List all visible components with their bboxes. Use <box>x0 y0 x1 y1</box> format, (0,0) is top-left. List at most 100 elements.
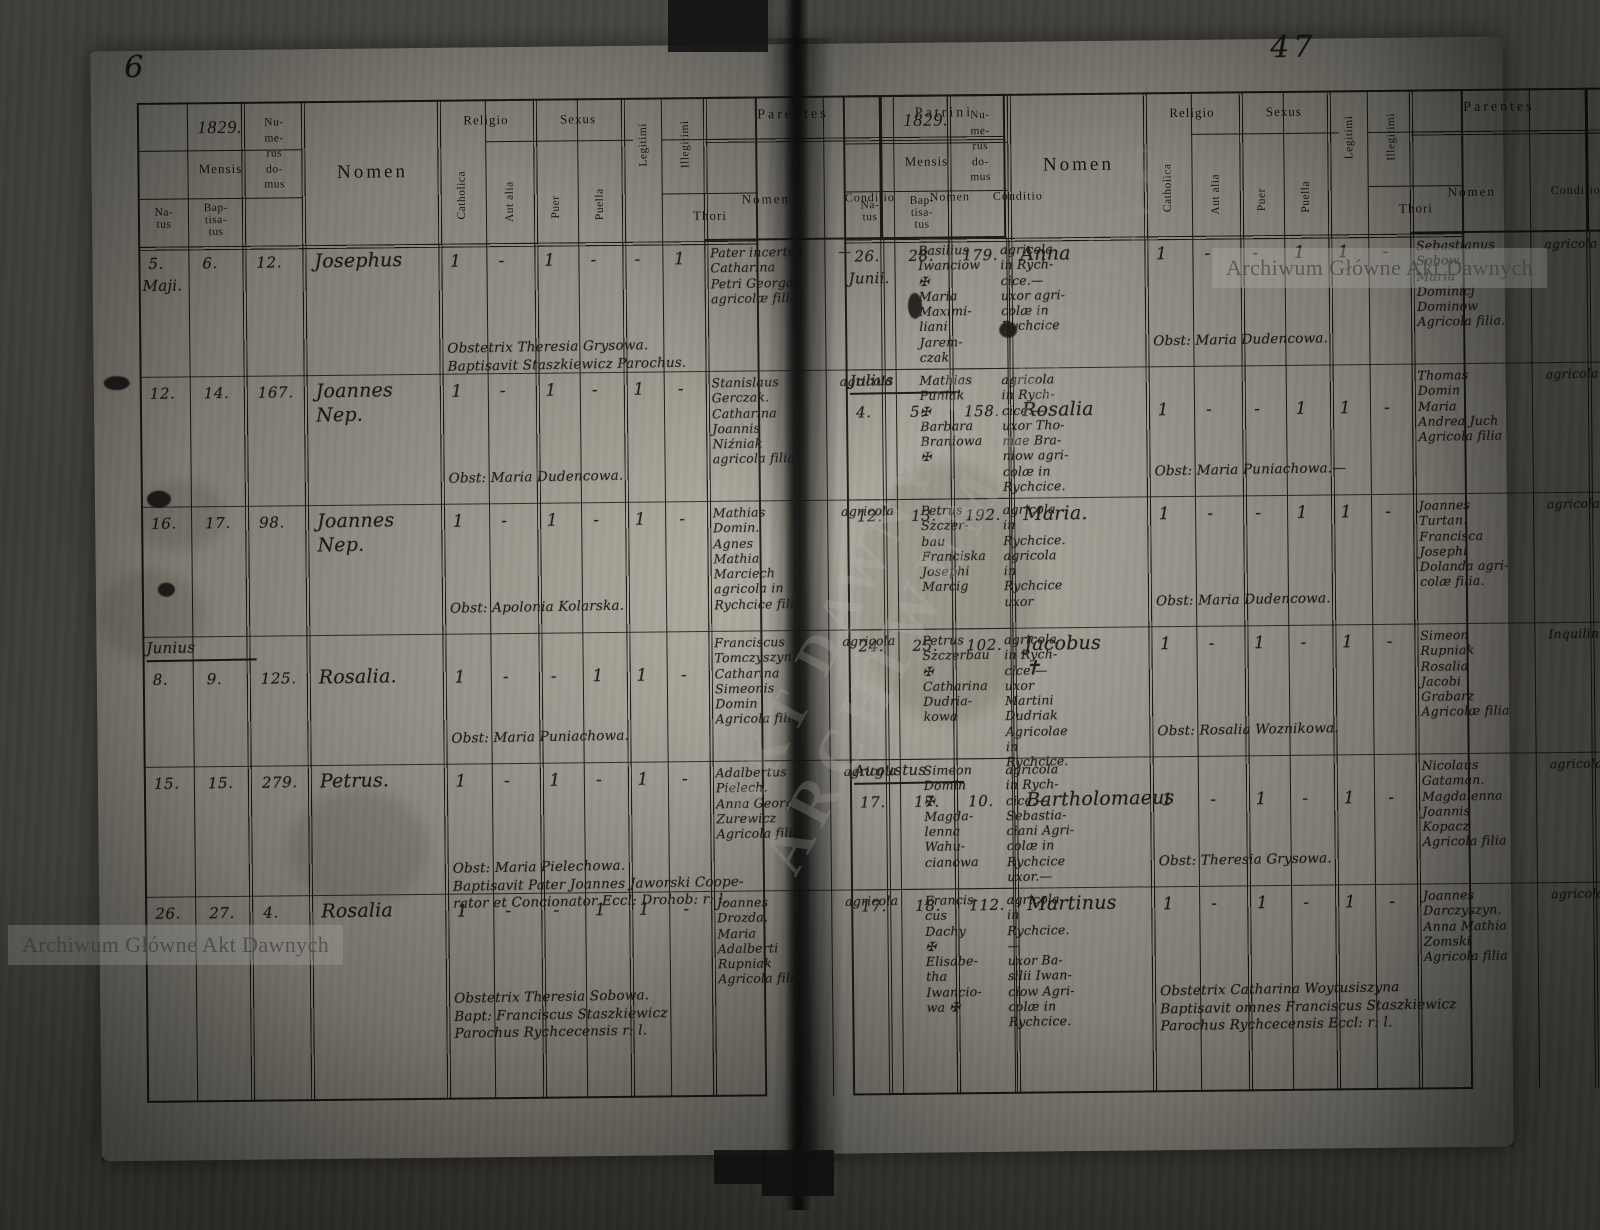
cell-nomen: Joannes Nep. <box>316 509 395 557</box>
cell-mark-3: - <box>1303 892 1310 913</box>
cell-parentes-nomen: Adalbertus Pielech. Anna Georgii Zurewic… <box>715 764 805 842</box>
cell-mark-0: 1 <box>1157 400 1169 421</box>
cell-mark-0: 1 <box>456 901 468 922</box>
cell-domus: 98. <box>259 513 285 532</box>
cell-mark-3: - <box>591 380 598 401</box>
cell-mark-4: 1 <box>1341 632 1354 653</box>
header-religio: Religio <box>1169 104 1215 121</box>
cell-mark-5: 1 <box>673 249 686 270</box>
header-sexus: Sexus <box>559 111 597 127</box>
cell-mark-0: 1 <box>1158 504 1170 525</box>
cell-mark-1: - <box>503 771 510 792</box>
cell-domus: 112. <box>969 895 1006 915</box>
cell-mark-2: - <box>553 900 560 921</box>
cell-baptisatus: 14. <box>203 383 230 403</box>
tape-mark-bottom <box>762 1150 834 1196</box>
cell-mark-0: 1 <box>1162 894 1174 915</box>
header-religio: Religio <box>463 112 509 128</box>
cell-domus: 158. <box>963 401 1001 421</box>
cell-domus: 279. <box>261 773 298 792</box>
cell-nomen: Jacobus ✝ <box>1024 631 1102 680</box>
cell-domus: 179. <box>962 245 999 265</box>
cell-natus: 8. <box>152 670 169 689</box>
header-parentes: Parentes <box>1463 99 1535 116</box>
cell-mark-1: - <box>1205 399 1213 420</box>
cell-nomen: Bartholomaeus <box>1025 786 1175 812</box>
header-nomen: Nomen <box>1042 153 1115 176</box>
cell-baptisatus: 17. <box>205 513 231 533</box>
cell-baptisavit: Baptisavit omnes Franciscus Staszkiewicz… <box>1160 996 1457 1035</box>
cell-mark-0: 1 <box>454 667 466 688</box>
cell-nomen: Josephus <box>314 248 403 273</box>
header-patrini: Patrini <box>914 105 974 121</box>
header-illegitimi: Illegitimi <box>678 120 692 169</box>
cell-parentes-nomen: Franciscus Tomczyszyn. Catharina Simeoni… <box>714 634 804 727</box>
cell-natus: 12. <box>856 507 883 526</box>
open-book-spread: 6 47 1829. Mensis <box>90 29 1600 1162</box>
cell-domus: 4. <box>263 903 279 922</box>
cell-mark-5: - <box>683 899 690 920</box>
header-baptisatus: Bap- tisa- tus <box>203 201 229 239</box>
cell-mark-5: - <box>680 665 687 686</box>
header-parentes-conditio: Conditio <box>1550 182 1600 198</box>
month-label: Junius <box>146 637 257 663</box>
header-aut-alia: Aut alia <box>503 181 517 223</box>
cell-parentes-nomen: Joannes Turtan. Francisca Josephi Doland… <box>1418 497 1509 590</box>
header-aut-alia: Aut alia <box>1209 174 1223 216</box>
header-natus: Na- tus <box>154 206 174 231</box>
cell-baptisatus: 5. <box>909 402 926 421</box>
cell-nomen: Rosalia <box>1021 397 1094 422</box>
cell-parentes-conditio: agricola <box>1545 365 1599 382</box>
cell-mark-4: - <box>634 249 641 270</box>
cell-mark-1: - <box>499 381 506 402</box>
cell-domus: 102. <box>966 635 1003 655</box>
cell-parentes-nomen: Simeon Rupniak Rosalia Jacobi Grabarz Ag… <box>1420 627 1510 720</box>
cell-natus: 16. <box>151 514 177 533</box>
cell-mark-3: 1 <box>592 666 604 687</box>
cell-natus: 26. <box>155 904 182 923</box>
cell-mark-1: - <box>498 251 505 272</box>
cell-baptisatus: 25. <box>912 636 939 655</box>
cell-natus: 4. <box>855 403 872 422</box>
cell-mark-3: - <box>593 510 600 531</box>
cell-mark-1: - <box>501 511 508 532</box>
cell-mark-2: 1 <box>543 250 556 271</box>
cell-nomen: Martinus <box>1027 891 1117 916</box>
cell-baptisavit: Bapt: Franciscus Staszkiewicz Parochus R… <box>454 1005 668 1043</box>
month-label: Augustus <box>853 759 965 786</box>
cell-mark-2: - <box>1252 243 1259 264</box>
header-parentes-nomen: Nomen <box>1447 183 1496 200</box>
cell-natus: 15. <box>153 774 180 793</box>
cell-mark-2: 1 <box>1253 633 1266 654</box>
cell-mark-4: 1 <box>633 379 645 400</box>
cell-mark-3: 1 <box>594 900 606 921</box>
cell-mark-3: - <box>1302 788 1309 809</box>
cell-mark-3: 1 <box>1295 398 1307 419</box>
cell-nomen: Anna <box>1020 242 1071 266</box>
cell-mark-5: - <box>679 509 686 530</box>
cell-nomen: Petrus. <box>319 769 390 793</box>
cell-mark-0: 1 <box>452 511 464 532</box>
cell-mark-4: 1 <box>636 665 648 686</box>
cell-parentes-conditio: agricola <box>1549 755 1600 772</box>
cell-parentes-nomen: Sebastianus Sobow. Maria Dominicj Domino… <box>1415 236 1506 330</box>
header-patrini: Patrini <box>1589 98 1600 114</box>
cell-baptisatus: 6. <box>202 254 219 273</box>
cell-natus: 17. <box>861 897 888 916</box>
cell-mark-4: 1 <box>638 899 650 920</box>
header-puella: Puella <box>593 188 607 221</box>
cell-natus: 5. <box>148 254 165 273</box>
cell-mark-2: 1 <box>545 380 557 401</box>
cell-mark-1: - <box>1210 789 1217 810</box>
header-nomen: Nomen <box>336 161 409 183</box>
cell-patrini-conditio: agricola in Rych- cice.— Sebastia- ciani… <box>1005 761 1075 884</box>
cell-baptisatus: 18. <box>915 896 942 915</box>
tape-mark-bottom-2 <box>714 1150 766 1184</box>
cell-mark-0: 1 <box>1155 244 1167 265</box>
cell-nomen: Joannes Nep. <box>315 379 394 427</box>
cell-mark-3: - <box>590 250 597 271</box>
cell-mark-3: 1 <box>1296 502 1308 523</box>
cell-natus: 26. <box>854 247 881 266</box>
cell-mark-3: - <box>1300 632 1307 653</box>
